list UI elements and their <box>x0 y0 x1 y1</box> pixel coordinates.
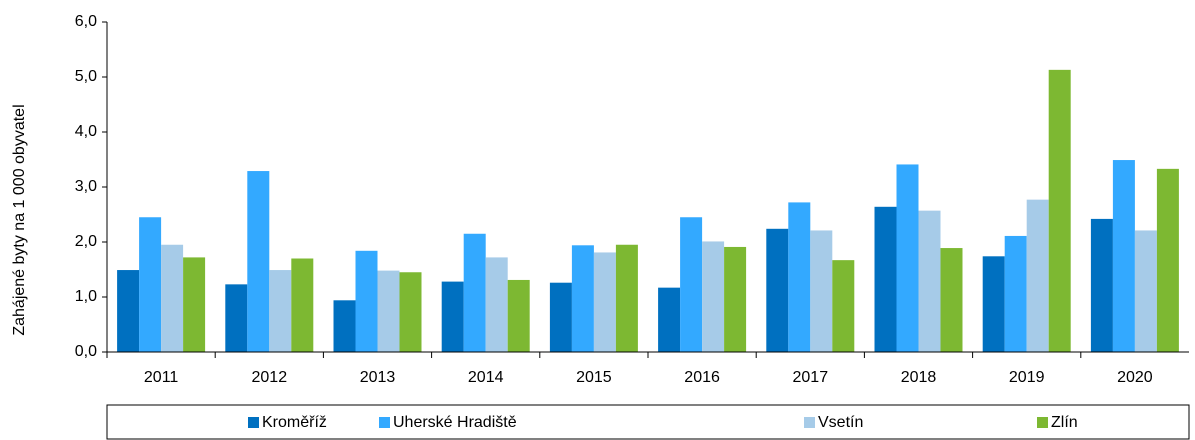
legend-label: Vsetín <box>818 414 863 431</box>
bar <box>1004 235 1027 352</box>
y-tick-label: 3,0 <box>75 178 97 195</box>
bar <box>247 171 270 352</box>
bar <box>1026 199 1049 352</box>
x-tick-label: 2015 <box>576 369 612 386</box>
bar <box>1048 69 1071 352</box>
y-axis-label: Zahájené byty na 1 000 obyvatel <box>11 104 28 335</box>
legend-label: Uherské Hradiště <box>393 414 517 431</box>
y-tick-label: 5,0 <box>75 68 97 85</box>
x-tick-label: 2013 <box>360 369 396 386</box>
bar <box>724 246 747 352</box>
bar <box>1134 230 1157 352</box>
x-tick-label: 2014 <box>468 369 504 386</box>
bar <box>615 244 638 352</box>
bar <box>507 279 530 352</box>
legend-swatch <box>379 417 390 428</box>
bar <box>549 282 572 352</box>
legend-box <box>106 404 1190 440</box>
legend-swatch <box>248 417 259 428</box>
bar <box>399 272 422 352</box>
x-tick-label: 2012 <box>252 369 288 386</box>
bar <box>982 256 1005 352</box>
bar <box>593 252 616 352</box>
bar <box>139 217 162 352</box>
bar <box>788 202 811 352</box>
y-tick-label: 0,0 <box>75 343 97 360</box>
bar <box>117 270 140 352</box>
bar <box>183 257 206 352</box>
bar <box>702 241 725 352</box>
bar <box>832 260 855 352</box>
bar <box>485 257 508 352</box>
x-tick-label: 2011 <box>144 369 179 386</box>
x-tick-label: 2020 <box>1117 369 1153 386</box>
legend-label: Kroměříž <box>262 414 327 431</box>
bar <box>571 245 594 352</box>
bar <box>680 217 703 352</box>
x-tick-label: 2018 <box>901 369 937 386</box>
y-tick-label: 1,0 <box>75 288 97 305</box>
bar <box>1090 218 1113 352</box>
bar <box>161 244 184 352</box>
bar <box>441 281 464 352</box>
x-tick-label: 2017 <box>793 369 829 386</box>
x-tick-label: 2016 <box>684 369 720 386</box>
bar <box>766 228 789 352</box>
bar <box>377 270 400 352</box>
bar <box>1156 168 1179 352</box>
bar <box>918 210 941 352</box>
bar <box>896 164 919 352</box>
bar <box>810 230 833 352</box>
legend-label: Zlín <box>1051 414 1078 431</box>
bar <box>355 250 378 352</box>
x-tick-label: 2019 <box>1009 369 1045 386</box>
bar <box>291 258 314 352</box>
bar <box>269 270 292 352</box>
bar <box>225 284 248 352</box>
bar <box>940 248 963 352</box>
bar <box>658 287 681 352</box>
y-tick-label: 6,0 <box>75 13 97 30</box>
bar <box>333 300 356 352</box>
bar <box>1112 160 1135 352</box>
y-tick-label: 2,0 <box>75 233 97 250</box>
legend-swatch <box>1037 417 1048 428</box>
legend-swatch <box>804 417 815 428</box>
bar <box>463 233 486 352</box>
bar <box>874 206 897 352</box>
y-tick-label: 4,0 <box>75 123 97 140</box>
